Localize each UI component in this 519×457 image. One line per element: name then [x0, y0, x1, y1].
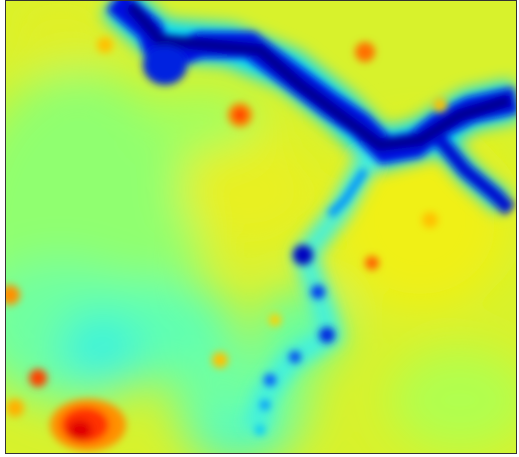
hot-spots: [6, 37, 447, 451]
frame-border: [5, 0, 517, 454]
channel: [106, 1, 516, 435]
